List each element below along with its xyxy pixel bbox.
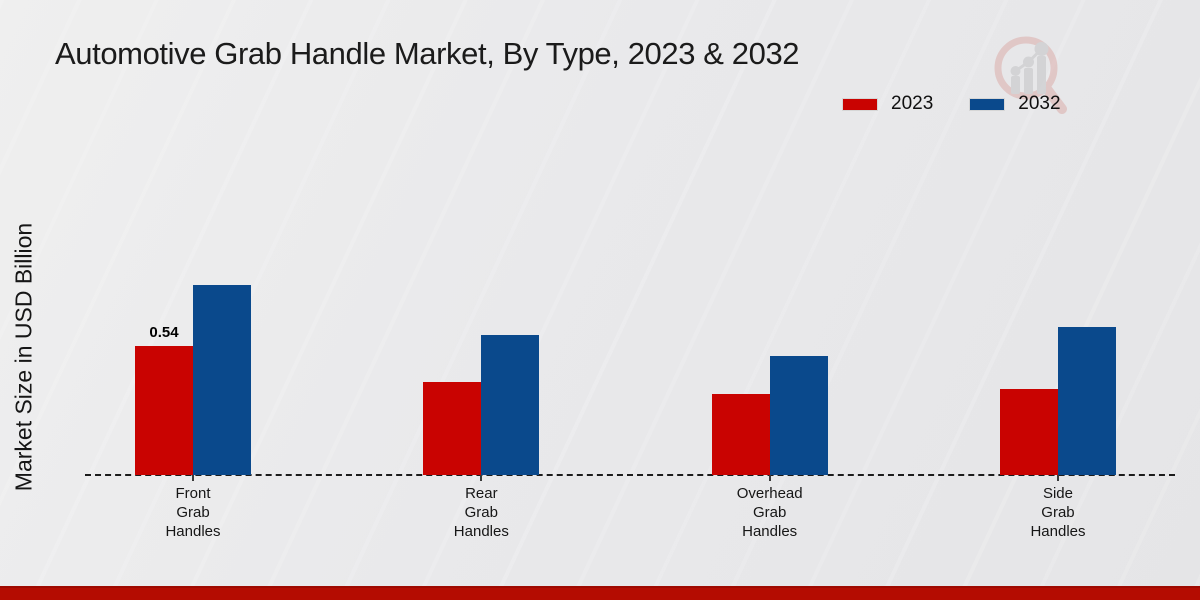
x-axis-tick: [768, 475, 771, 481]
x-axis-tick: [192, 475, 194, 481]
legend-swatch-2032-icon: [969, 97, 1006, 111]
bar-2023-side-grab-handles: [999, 389, 1058, 475]
x-axis-tick: [1056, 475, 1059, 481]
bar-2023-front-grab-handles: [135, 346, 193, 475]
legend-label: 2023: [891, 93, 934, 114]
bar-2032-side-grab-handles: [1057, 327, 1116, 475]
x-axis-tick: [480, 475, 483, 481]
y-axis-label-text: Market Size in USD Billion: [10, 222, 37, 492]
legend-item-2023: 2023: [842, 93, 933, 115]
bar-2032-overhead-grab-handles: [769, 356, 828, 475]
legend-label: 2032: [1018, 93, 1061, 114]
bar-2023-rear-grab-handles: [423, 382, 482, 475]
footer-accent-bar: [0, 586, 1200, 600]
x-axis-category-label-rear-grab-handles: Rear Grab Handles: [453, 485, 509, 541]
bar-2023-overhead-grab-handles: [711, 394, 770, 475]
chart-title: Automotive Grab Handle Market, By Type, …: [55, 36, 800, 71]
legend: 2023 2032: [842, 93, 1061, 115]
x-axis-category-label-front-grab-handles: Front Grab Handles: [165, 485, 221, 541]
x-axis-category-label-side-grab-handles: Side Grab Handles: [1030, 485, 1086, 541]
legend-item-2032: 2032: [969, 93, 1061, 115]
legend-swatch-2023-icon: [842, 97, 878, 111]
bar-2032-front-grab-handles: [193, 284, 251, 475]
plot-area: Front Grab Handles Rear Grab Handles Overhead G…: [85, 150, 1175, 540]
bar-2032-rear-grab-handles: [481, 334, 540, 475]
magnifier-bar-chart-logo-icon: [994, 36, 1067, 114]
x-axis-category-label-overhead-grab-handles: Overhead Grab Handles: [736, 485, 803, 541]
x-axis-baseline: [85, 474, 1175, 476]
bar-value-label: 0.54: [149, 324, 179, 342]
